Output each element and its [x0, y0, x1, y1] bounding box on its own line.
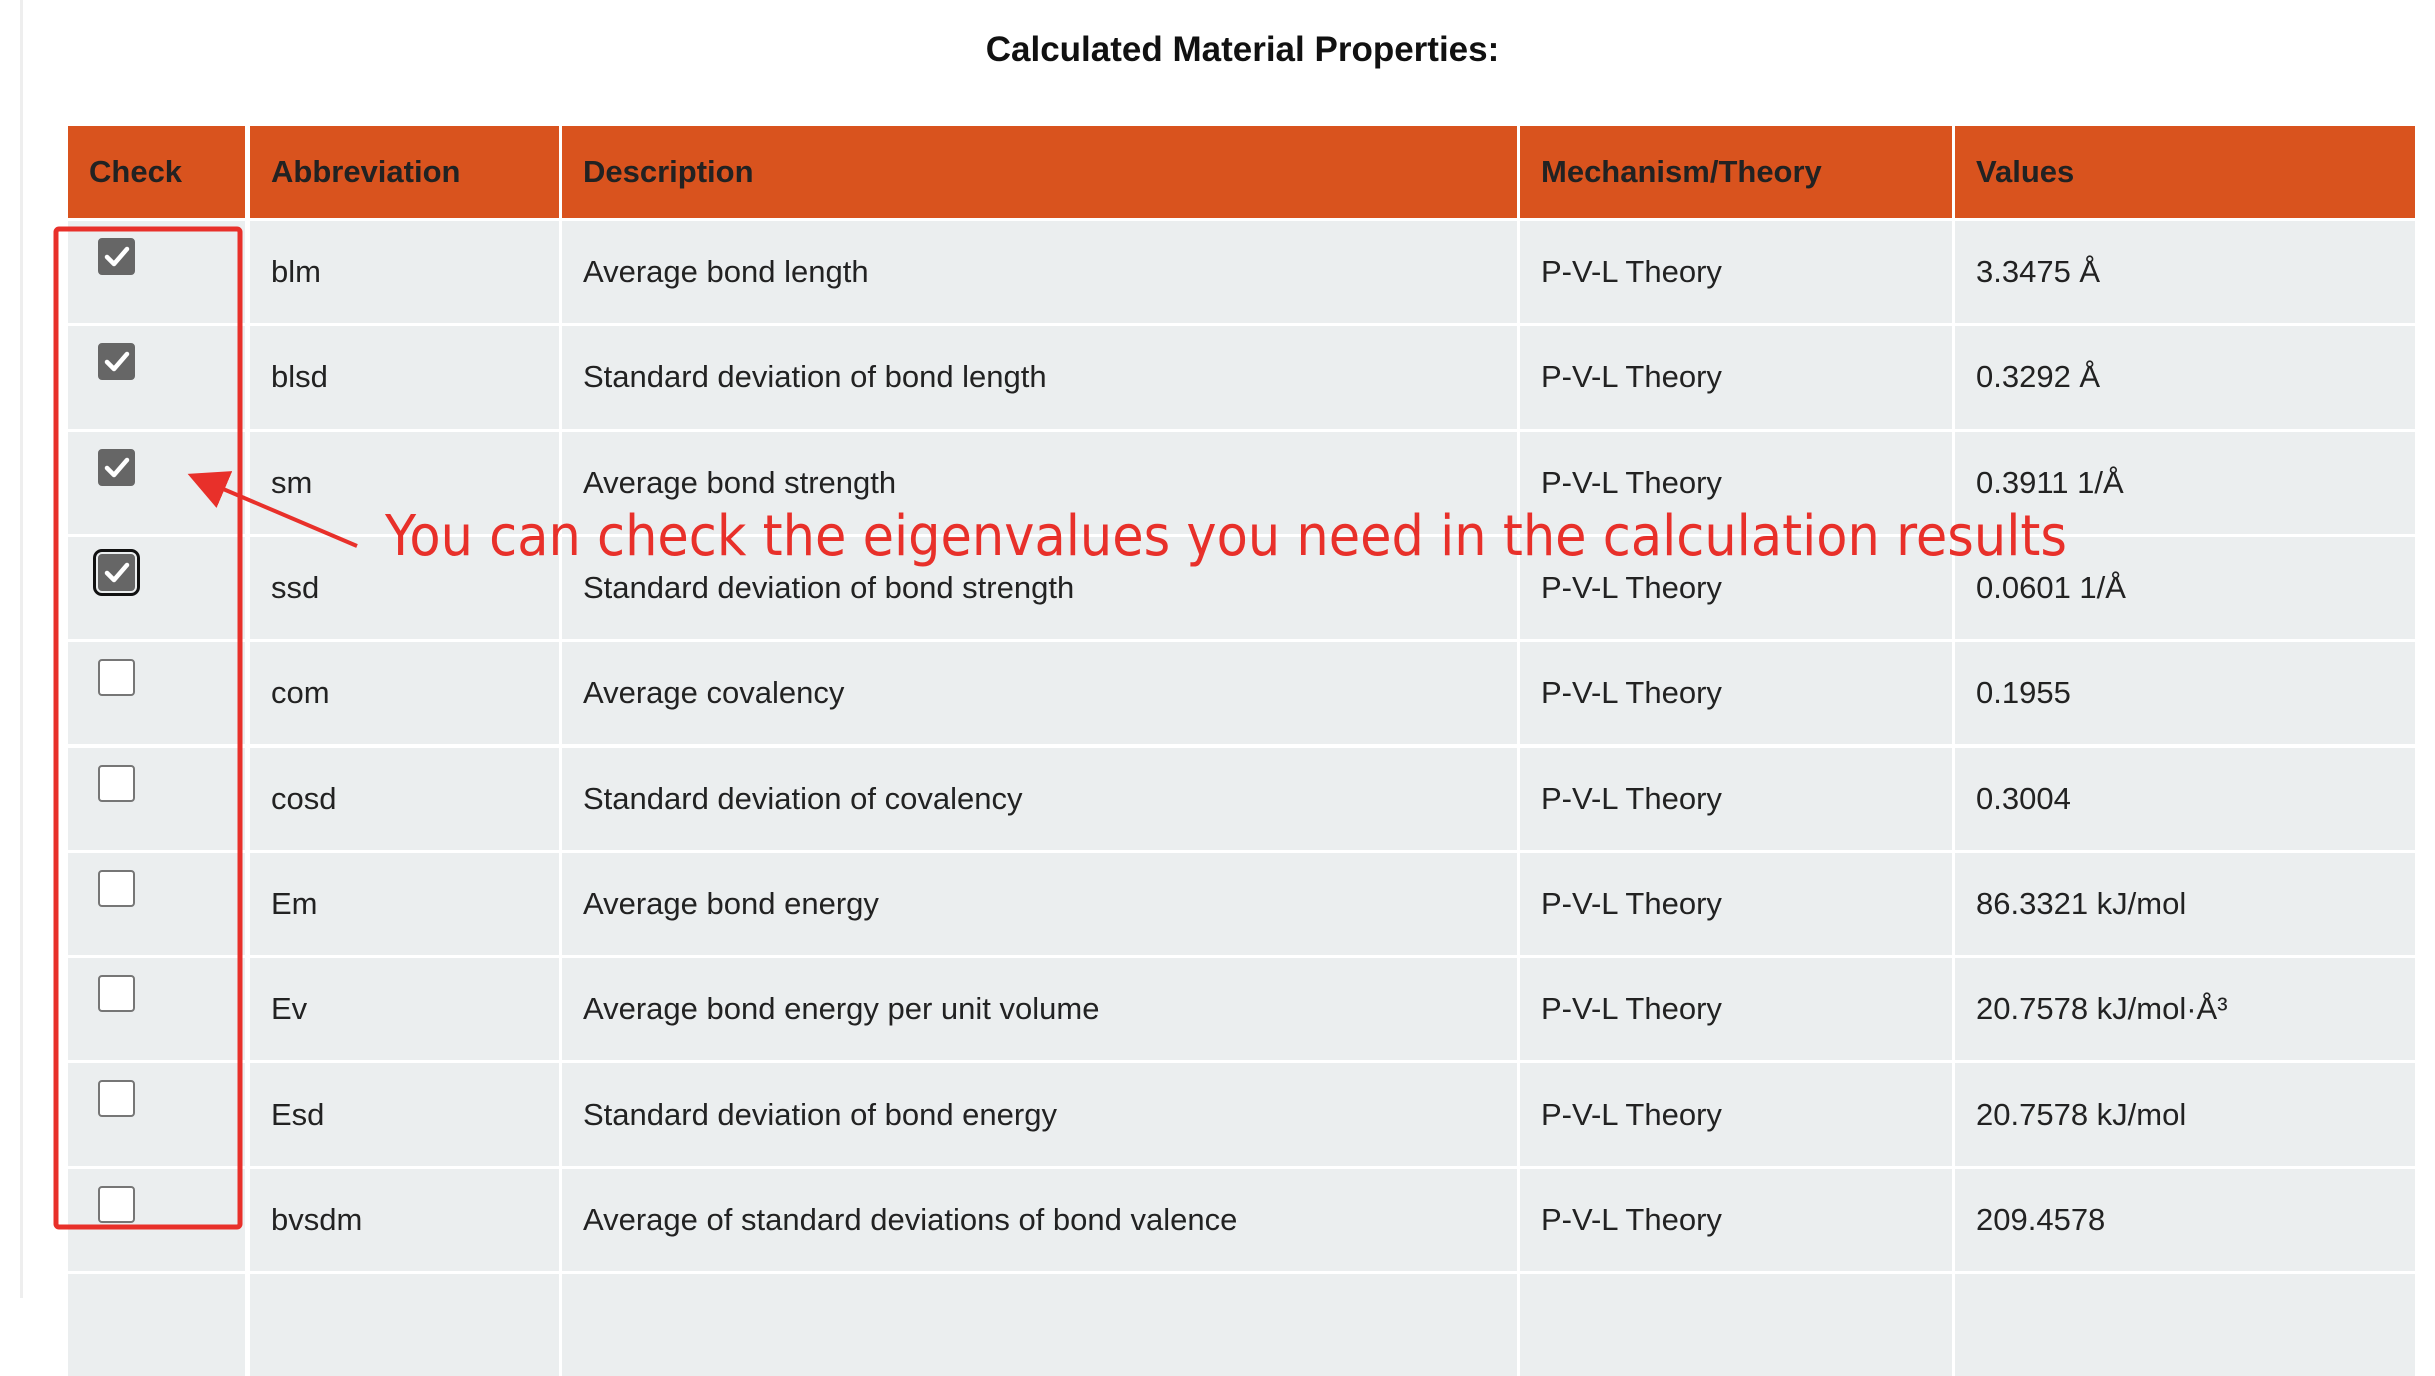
- table-cell: P-V-L Theory: [1520, 221, 1952, 324]
- table-cell: P-V-L Theory: [1520, 326, 1952, 429]
- check-cell: [68, 1063, 245, 1166]
- checkbox[interactable]: [98, 1185, 135, 1223]
- table-cell: com: [250, 642, 559, 745]
- check-cell: [68, 747, 245, 850]
- checkbox[interactable]: [98, 343, 135, 381]
- table-cell: 86.3321 kJ/mol: [1955, 852, 2415, 956]
- table-cell: 0.0601 1/Å: [1955, 536, 2415, 640]
- checkbox[interactable]: [98, 764, 135, 802]
- header-cell: Mechanism/Theory: [1520, 126, 1952, 218]
- table-cell: cosd: [250, 747, 559, 850]
- check-cell: [68, 536, 245, 640]
- table-cell: 20.7578 kJ/mol·Å³: [1955, 958, 2415, 1061]
- annotation-layer: You can check the eigenvalues you need i…: [53, 226, 2067, 1230]
- check-cell: [68, 1168, 245, 1271]
- table-cell: 0.3292 Å: [1955, 326, 2415, 429]
- checkbox[interactable]: [98, 1080, 135, 1118]
- table-cell: P-V-L Theory: [1520, 1063, 1952, 1166]
- table-title: Calculated Material Properties:: [985, 30, 1500, 69]
- table-cell: Average bond energy per unit volume: [562, 958, 1517, 1061]
- header-cell: Abbreviation: [250, 126, 559, 218]
- checkbox[interactable]: [98, 659, 135, 697]
- table-cell: 20.7578 kJ/mol: [1955, 1063, 2415, 1166]
- check-cell: [68, 221, 245, 324]
- table-cell: Average of standard deviations of bond v…: [562, 1168, 1517, 1271]
- table-cell: 0.3911 1/Å: [1955, 431, 2415, 534]
- header-cell: Values: [1955, 126, 2415, 218]
- annotation-text: You can check the eigenvalues you need i…: [384, 504, 2067, 569]
- table-cell: P-V-L Theory: [1520, 642, 1952, 745]
- table-cell: P-V-L Theory: [1520, 431, 1952, 534]
- table-cell: 209.4578: [1955, 1168, 2415, 1271]
- page: Calculated Material Properties: Check Abb…: [20, 0, 2415, 1376]
- table-cell: 0.1955: [1955, 642, 2415, 745]
- table-cell: Average covalency: [562, 642, 1517, 745]
- check-cell: [68, 326, 245, 429]
- table-cell: P-V-L Theory: [1520, 852, 1952, 956]
- table-cell: 0.3004: [1955, 747, 2415, 850]
- table-cell: blm: [250, 221, 559, 324]
- checkbox[interactable]: [98, 448, 135, 486]
- table-cell: ssd: [250, 536, 559, 640]
- checkbox[interactable]: [98, 975, 135, 1013]
- table-cell: Ev: [250, 958, 559, 1061]
- header-cell: Description: [562, 126, 1517, 218]
- table-cell: Esd: [250, 1063, 559, 1166]
- checkbox[interactable]: [93, 548, 140, 596]
- table-cell: Em: [250, 852, 559, 956]
- table-cell: Standard deviation of covalency: [562, 747, 1517, 850]
- page-edge: [20, 0, 23, 1298]
- arrow: [187, 471, 358, 548]
- checkbox[interactable]: [98, 238, 135, 275]
- table-cell: P-V-L Theory: [1520, 1168, 1952, 1271]
- table-cell: 3.3475 Å: [1955, 221, 2415, 324]
- table-cell: sm: [250, 431, 559, 534]
- table-cell: Standard deviation of bond strength: [562, 536, 1517, 640]
- checkbox[interactable]: [98, 869, 135, 907]
- check-cell: [68, 958, 245, 1061]
- table-cell: Standard deviation of bond length: [562, 326, 1517, 429]
- table-cell: Standard deviation of bond energy: [562, 1063, 1517, 1166]
- highlight-box: [53, 226, 243, 1230]
- table-cell: P-V-L Theory: [1520, 536, 1952, 640]
- table-cell: Average bond length: [562, 221, 1517, 324]
- table-cell: P-V-L Theory: [1520, 958, 1952, 1061]
- table-cell: Average bond strength: [562, 431, 1517, 534]
- table-cell: blsd: [250, 326, 559, 429]
- check-cell: [68, 642, 245, 745]
- table-cell: bvsdm: [250, 1168, 559, 1271]
- table-cell: P-V-L Theory: [1520, 747, 1952, 850]
- header-cell: Check: [68, 126, 245, 218]
- check-cell: [68, 852, 245, 956]
- table-cell: Average bond energy: [562, 852, 1517, 956]
